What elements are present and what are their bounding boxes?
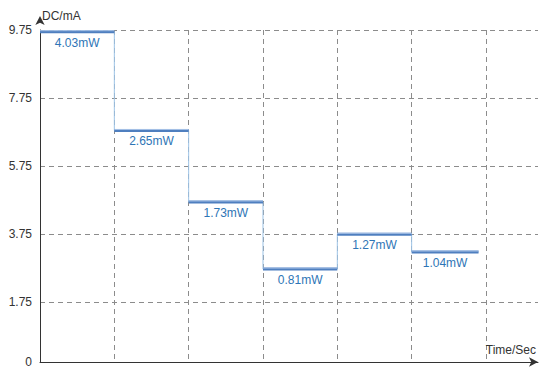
- svg-text:1.27mW: 1.27mW: [352, 238, 397, 252]
- svg-text:0: 0: [25, 355, 32, 369]
- svg-text:0.81mW: 0.81mW: [278, 273, 323, 287]
- svg-text:2.65mW: 2.65mW: [129, 134, 174, 148]
- svg-text:4.03mW: 4.03mW: [55, 36, 100, 50]
- svg-text:9.75: 9.75: [9, 23, 33, 37]
- svg-text:3.75: 3.75: [9, 227, 33, 241]
- svg-text:Time/Sec: Time/Sec: [486, 343, 536, 357]
- svg-text:5.75: 5.75: [9, 159, 33, 173]
- svg-text:1.04mW: 1.04mW: [423, 256, 468, 270]
- svg-text:1.73mW: 1.73mW: [203, 206, 248, 220]
- svg-text:DC/mA: DC/mA: [42, 9, 81, 23]
- svg-text:1.75: 1.75: [9, 295, 33, 309]
- svg-text:7.75: 7.75: [9, 91, 33, 105]
